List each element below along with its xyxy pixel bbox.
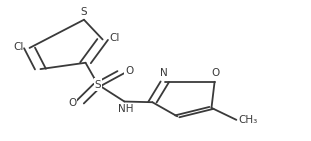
Text: S: S	[95, 80, 101, 90]
Text: Cl: Cl	[14, 42, 24, 52]
Text: Cl: Cl	[109, 33, 120, 43]
Text: N: N	[160, 68, 168, 78]
Text: S: S	[81, 7, 87, 17]
Text: CH₃: CH₃	[239, 115, 258, 125]
Text: O: O	[68, 98, 76, 108]
Text: O: O	[211, 68, 219, 78]
Text: O: O	[125, 66, 133, 76]
Text: NH: NH	[118, 104, 134, 114]
